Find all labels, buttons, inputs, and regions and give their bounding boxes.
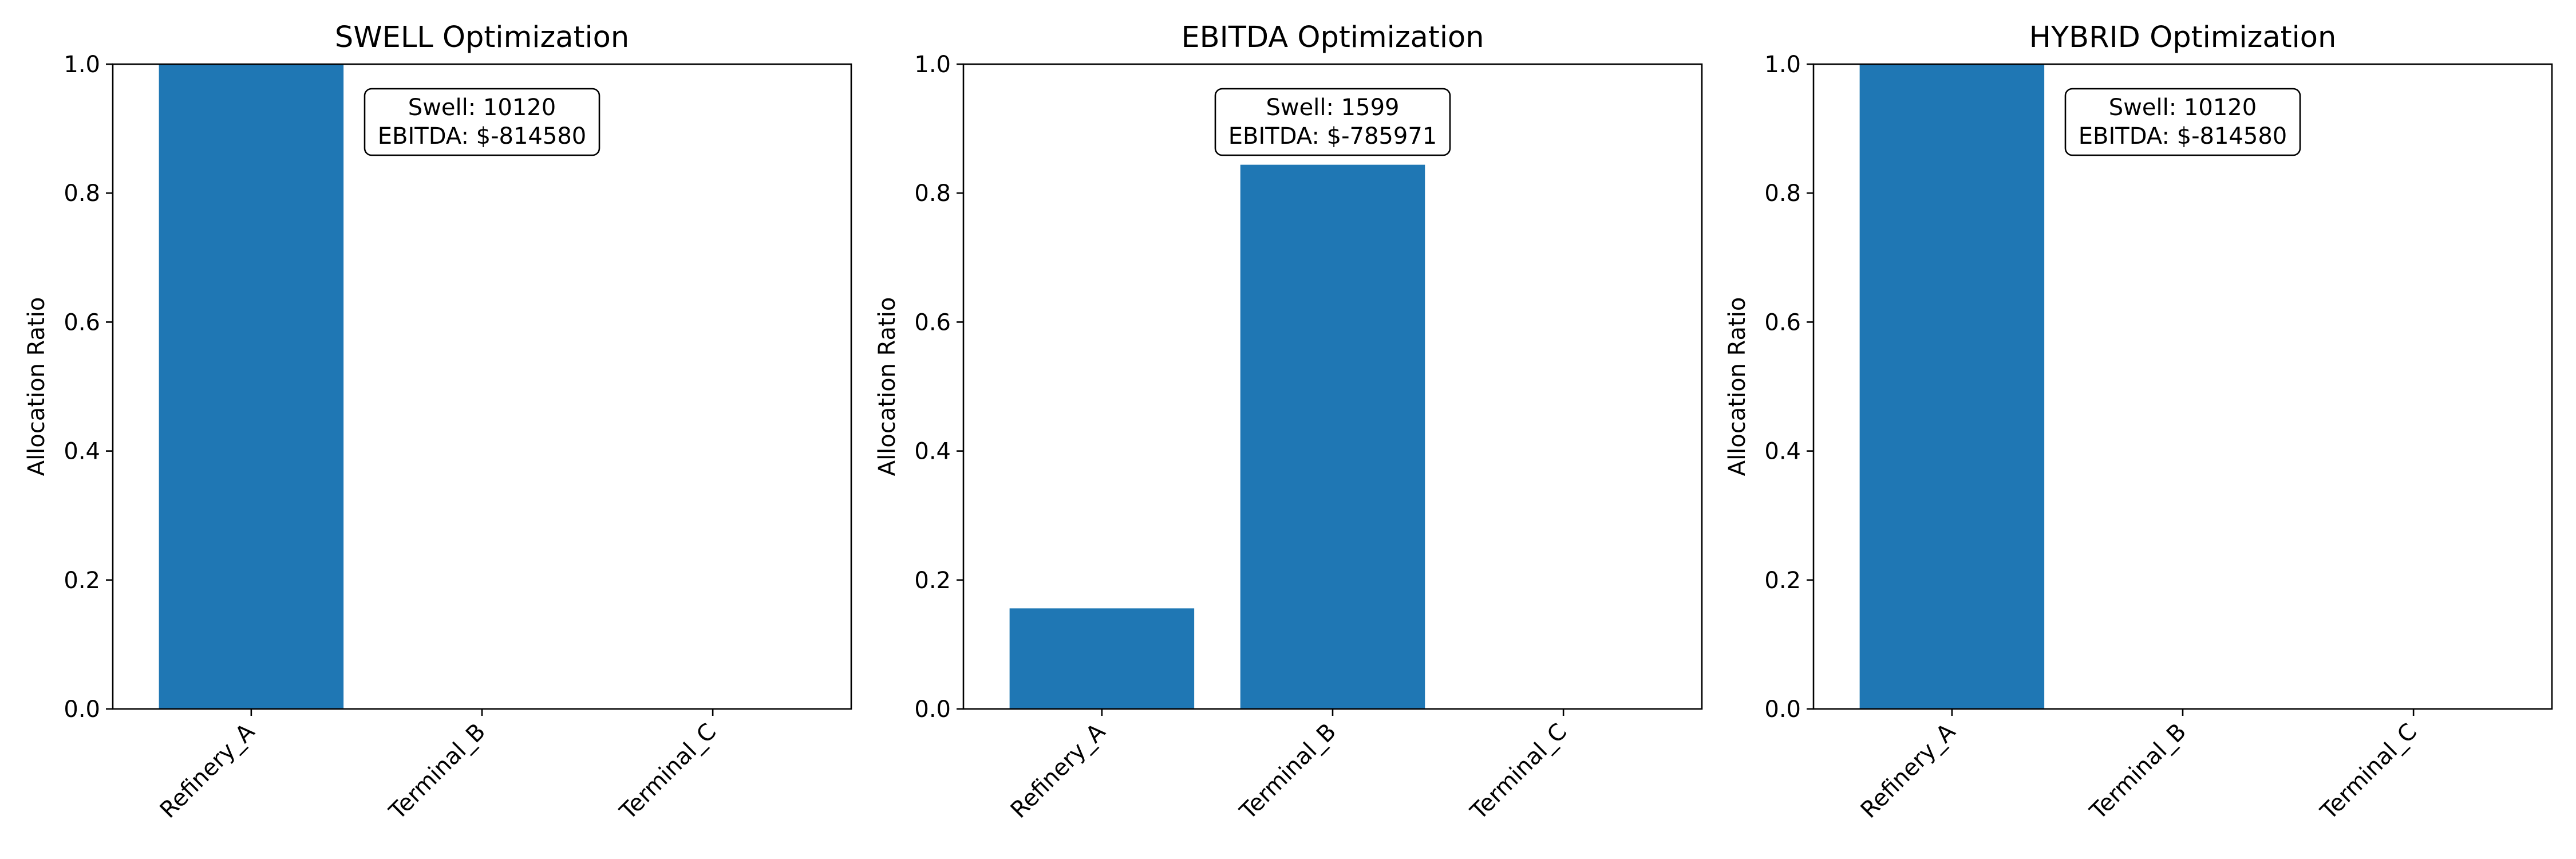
x-tick-label: Terminal_B — [1235, 719, 1341, 825]
y-tick-label: 0.2 — [1764, 568, 1801, 594]
bar-refinery-a — [1859, 64, 2045, 709]
annotation-swell: Swell: 10120 — [2109, 94, 2257, 121]
x-tick-label: Refinery_A — [1856, 718, 1961, 823]
chart-panel-3: HYBRID Optimization Allocation Ratio 0.0 0.… — [1724, 21, 2553, 826]
chart-title: SWELL Optimization — [335, 21, 629, 54]
y-axis-label: Allocation Ratio — [1724, 297, 1751, 476]
x-tick-label: Terminal_B — [384, 719, 491, 825]
annotation-frame — [1214, 88, 1451, 156]
annotation-swell: Swell: 1599 — [1266, 94, 1400, 121]
y-tick-label: 0.4 — [64, 439, 100, 465]
x-tick-label: Terminal_C — [2316, 719, 2423, 826]
y-tick-label: 0.2 — [914, 568, 951, 594]
annotation-frame — [364, 88, 600, 156]
y-tick-label: 0.6 — [64, 309, 100, 336]
bar-refinery-a — [1009, 608, 1195, 709]
y-tick-label: 0.0 — [64, 696, 100, 723]
chart-title: HYBRID Optimization — [2029, 21, 2337, 54]
y-tick-label: 1.0 — [914, 52, 951, 78]
annotation-frame — [2064, 88, 2301, 156]
y-tick-label: 0.4 — [1764, 439, 1801, 465]
y-axis-label: Allocation Ratio — [23, 297, 50, 476]
x-tick-label: Terminal_C — [615, 719, 722, 826]
y-axis-label: Allocation Ratio — [874, 297, 900, 476]
y-tick-label: 0.6 — [1764, 309, 1801, 336]
y-tick-label: 0.4 — [914, 439, 951, 465]
annotation-ebitda: EBITDA: $-785971 — [1228, 123, 1437, 149]
bar-terminal-b — [1240, 164, 1425, 709]
annotation-ebitda: EBITDA: $-814580 — [378, 123, 586, 149]
x-tick-label: Terminal_B — [2085, 719, 2191, 825]
y-tick-label: 0.8 — [1764, 180, 1801, 207]
y-tick-label: 0.8 — [914, 180, 951, 207]
chart-panel-2: EBITDA Optimization Allocation Ratio 0.0 0.… — [874, 21, 1703, 826]
y-tick-label: 1.0 — [1764, 52, 1801, 78]
y-tick-label: 0.8 — [64, 180, 100, 207]
y-tick-label: 0.0 — [914, 696, 951, 723]
y-tick-label: 0.2 — [64, 568, 100, 594]
x-tick-label: Terminal_C — [1465, 719, 1573, 826]
chart-title: EBITDA Optimization — [1181, 21, 1484, 54]
y-tick-label: 1.0 — [64, 52, 100, 78]
annotation-swell: Swell: 10120 — [408, 94, 556, 121]
x-tick-label: Refinery_A — [155, 718, 260, 823]
annotation-ebitda: EBITDA: $-814580 — [2079, 123, 2287, 149]
bar-refinery-a — [159, 64, 344, 709]
y-tick-label: 0.0 — [1764, 696, 1801, 723]
y-tick-label: 0.6 — [914, 309, 951, 336]
x-tick-label: Refinery_A — [1006, 718, 1111, 823]
chart-panel-1: SWELL Optimization Allocation Ratio 0.0 0.2… — [23, 21, 852, 826]
